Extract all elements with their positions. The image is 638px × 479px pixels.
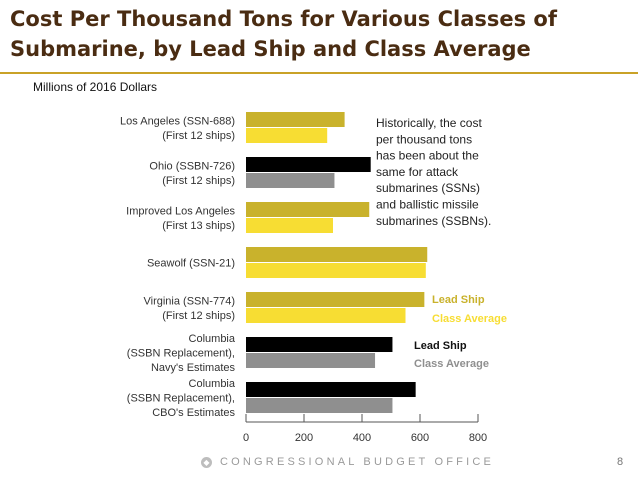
category-label: Seawolf (SSN-21): [147, 258, 235, 270]
bar-lead-ship: [246, 382, 416, 397]
category-label: (SSBN Replacement),: [127, 348, 235, 360]
bar-class-average: [246, 218, 333, 233]
category-label: (First 12 ships): [162, 130, 235, 142]
bar-lead-ship: [246, 202, 370, 217]
chart-title: Cost Per Thousand Tons for Various Class…: [10, 4, 620, 64]
legend-class-average: Class Average: [414, 358, 489, 370]
bar-class-average: [246, 128, 328, 143]
bar-lead-ship: [246, 112, 345, 127]
footer: ◆ CONGRESSIONAL BUDGET OFFICE 8: [0, 455, 638, 475]
category-label: (First 12 ships): [162, 310, 235, 322]
annotation-text: per thousand tons: [376, 132, 472, 146]
bar-class-average: [246, 308, 406, 323]
legend-lead-ship: Lead Ship: [414, 340, 467, 352]
page-number: 8: [617, 456, 624, 468]
bar-chart: 0 200 400 600 800 Los Angeles (SSN-688) (First…: [120, 112, 507, 444]
title-line-2: Submarine, by Lead Ship and Class Averag…: [10, 37, 531, 61]
annotation-text: same for attack: [376, 165, 459, 179]
title-rule: [0, 72, 638, 74]
bar-class-average: [246, 173, 335, 188]
bar-class-average: [246, 353, 376, 368]
bar-lead-ship: [246, 247, 428, 262]
annotation-text: submarines (SSBNs).: [376, 214, 491, 228]
bar-lead-ship: [246, 157, 371, 172]
category-label: Columbia: [189, 378, 236, 390]
annotation-text: and ballistic missile: [376, 198, 479, 212]
category-label: (First 13 ships): [162, 220, 235, 232]
bar-class-average: [246, 398, 393, 413]
x-tick-label: 0: [243, 432, 249, 444]
units-label: Millions of 2016 Dollars: [33, 80, 158, 94]
category-label: CBO's Estimates: [152, 407, 235, 419]
bar-class-average: [246, 263, 426, 278]
annotation-text: submarines (SSNs): [376, 181, 480, 195]
category-label: Ohio (SSBN-726): [149, 160, 235, 172]
bar-lead-ship: [246, 292, 425, 307]
title-line-1: Cost Per Thousand Tons for Various Class…: [10, 7, 557, 31]
x-tick-label: 200: [295, 432, 313, 444]
category-label: Virginia (SSN-774): [143, 295, 235, 307]
category-label: (SSBN Replacement),: [127, 393, 235, 405]
x-tick-label: 600: [411, 432, 429, 444]
footer-org: CONGRESSIONAL BUDGET OFFICE: [220, 456, 495, 468]
x-tick-label: 400: [353, 432, 371, 444]
legend-class-average: Class Average: [432, 313, 507, 325]
category-label: Navy's Estimates: [151, 362, 236, 374]
category-label: Improved Los Angeles: [126, 205, 235, 217]
category-label: (First 12 ships): [162, 175, 235, 187]
x-tick-label: 800: [469, 432, 487, 444]
cbo-logo-icon: ◆: [201, 457, 212, 468]
bar-lead-ship: [246, 337, 393, 352]
category-label: Columbia: [189, 333, 236, 345]
annotation-text: Historically, the cost: [376, 116, 482, 130]
legend-lead-ship: Lead Ship: [432, 294, 485, 306]
annotation-text: has been about the: [376, 149, 479, 163]
category-label: Los Angeles (SSN-688): [120, 115, 235, 127]
